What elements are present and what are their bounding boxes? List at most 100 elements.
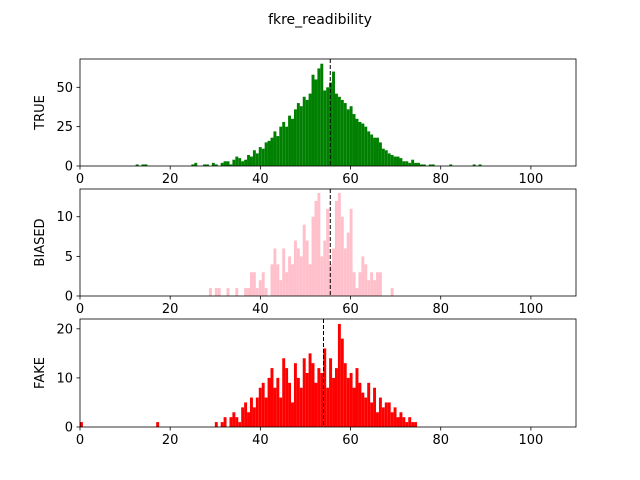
true-bar	[358, 121, 362, 166]
biased-bar	[276, 264, 280, 296]
fake-bar	[384, 402, 388, 427]
biased-x-tick-label: 0	[76, 302, 84, 317]
biased-x-tick-label: 80	[432, 302, 449, 317]
fake-bar	[402, 417, 406, 427]
biased-bar	[244, 288, 248, 296]
biased-bar	[340, 216, 344, 296]
fake-bar	[305, 373, 309, 427]
fake-y-tick-label: 0	[65, 421, 73, 436]
biased-bar	[288, 256, 292, 296]
fake-bar	[332, 377, 335, 427]
fake-bar	[302, 358, 306, 427]
true-bar	[223, 161, 227, 166]
true-bars	[135, 63, 482, 166]
fake-bar	[414, 422, 418, 427]
true-bar	[367, 131, 371, 166]
true-bar	[276, 136, 280, 166]
true-bar	[241, 161, 245, 166]
fake-bar	[367, 382, 371, 427]
fake-bar	[264, 397, 268, 427]
biased-bar	[367, 280, 371, 296]
fake-bar	[232, 412, 236, 427]
true-bar	[255, 153, 259, 166]
fake-bar	[276, 377, 280, 427]
true-bar	[422, 164, 426, 166]
true-y-tick-label: 50	[56, 81, 73, 96]
true-bar	[305, 99, 309, 166]
biased-bar	[311, 216, 315, 296]
true-bar	[355, 118, 359, 166]
fake-bar	[311, 363, 315, 427]
true-bar	[352, 114, 356, 166]
biased-bar	[279, 280, 283, 296]
biased-bar	[317, 192, 321, 296]
fake-bar	[229, 417, 233, 427]
true-bar	[364, 126, 368, 166]
true-bar	[252, 150, 256, 166]
true-bar	[311, 74, 315, 166]
true-bar	[214, 164, 218, 166]
biased-bar	[273, 248, 277, 296]
true-bar	[317, 68, 321, 166]
true-bar	[220, 162, 224, 166]
biased-axes-frame	[79, 188, 577, 297]
biased-bar	[323, 240, 327, 296]
true-bar	[396, 156, 400, 166]
fake-bar	[364, 397, 368, 427]
fake-bar	[323, 348, 327, 427]
biased-bar	[261, 272, 265, 296]
fake-bar	[387, 402, 391, 427]
biased-x-tick-label: 40	[252, 302, 269, 317]
true-y-axis-label: TRUE	[33, 95, 48, 131]
true-bar	[428, 164, 432, 166]
true-bar	[299, 106, 303, 166]
biased-bar	[214, 288, 218, 296]
fake-bar	[261, 382, 265, 427]
true-bar	[302, 96, 306, 166]
biased-bar	[299, 256, 303, 296]
fake-bar	[396, 417, 400, 427]
fake-bar	[355, 368, 359, 427]
biased-bar	[249, 272, 253, 296]
biased-bar	[296, 248, 300, 296]
true-bar	[293, 109, 297, 166]
true-x-tick-label: 0	[76, 172, 84, 187]
biased-y-tick-label: 0	[65, 290, 73, 305]
true-x-tick-label: 20	[162, 172, 179, 187]
true-bar	[320, 63, 324, 166]
biased-bar	[258, 280, 262, 296]
true-bar	[472, 164, 476, 166]
true-bar	[381, 148, 385, 166]
true-bar	[387, 153, 391, 166]
fake-axes-frame	[79, 318, 577, 428]
true-bar	[417, 162, 420, 166]
true-bar	[206, 164, 209, 166]
fake-bar	[320, 373, 324, 427]
true-bar	[308, 93, 312, 166]
true-bar	[288, 115, 292, 166]
biased-bar	[255, 288, 259, 296]
fake-bar	[238, 422, 242, 427]
fake-bar	[361, 392, 365, 427]
true-bar	[343, 103, 347, 166]
true-bar	[340, 99, 344, 166]
true-bar	[273, 131, 277, 166]
fake-bar	[376, 412, 379, 427]
true-bar	[258, 147, 262, 166]
fake-y-tick-label: 10	[56, 371, 73, 386]
true-bar	[346, 109, 350, 166]
fake-bar	[337, 323, 341, 427]
biased-bar	[326, 208, 330, 296]
biased-bar	[370, 272, 374, 296]
biased-bar	[226, 288, 230, 296]
true-x-tick-label: 80	[432, 172, 449, 187]
fake-bar	[308, 353, 312, 427]
true-bar	[329, 82, 333, 166]
biased-bar	[270, 264, 274, 296]
biased-bar	[291, 264, 294, 296]
true-bar	[419, 164, 423, 166]
fake-bar	[244, 402, 248, 427]
biased-bar	[349, 208, 353, 296]
biased-bar	[320, 256, 324, 296]
true-bar	[264, 142, 268, 166]
